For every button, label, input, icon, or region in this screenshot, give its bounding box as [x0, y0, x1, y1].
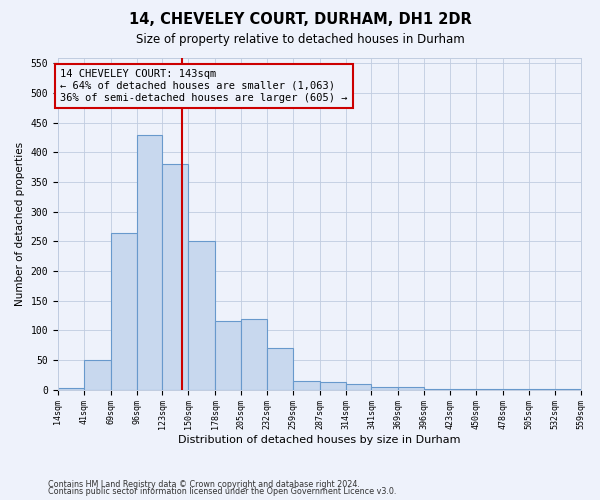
Bar [293, 381, 320, 390]
Bar [450, 389, 476, 390]
Bar [529, 389, 554, 390]
Text: 14 CHEVELEY COURT: 143sqm
← 64% of detached houses are smaller (1,063)
36% of se: 14 CHEVELEY COURT: 143sqm ← 64% of detac… [60, 70, 347, 102]
Bar [554, 389, 581, 390]
Bar [215, 322, 241, 390]
Bar [476, 389, 503, 390]
Bar [503, 389, 529, 390]
Text: Contains HM Land Registry data © Crown copyright and database right 2024.: Contains HM Land Registry data © Crown c… [48, 480, 360, 489]
Bar [163, 164, 188, 390]
Bar [267, 348, 293, 390]
Bar [188, 242, 215, 390]
Bar [137, 134, 163, 390]
Bar [241, 318, 267, 390]
Text: Size of property relative to detached houses in Durham: Size of property relative to detached ho… [136, 32, 464, 46]
Bar [84, 360, 110, 390]
Bar [398, 388, 424, 390]
Bar [110, 232, 137, 390]
Bar [58, 388, 84, 390]
Text: Contains public sector information licensed under the Open Government Licence v3: Contains public sector information licen… [48, 488, 397, 496]
Y-axis label: Number of detached properties: Number of detached properties [15, 142, 25, 306]
Text: 14, CHEVELEY COURT, DURHAM, DH1 2DR: 14, CHEVELEY COURT, DURHAM, DH1 2DR [128, 12, 472, 28]
Bar [424, 388, 450, 390]
Bar [346, 384, 371, 390]
Bar [371, 387, 398, 390]
X-axis label: Distribution of detached houses by size in Durham: Distribution of detached houses by size … [178, 435, 460, 445]
Bar [320, 382, 346, 390]
